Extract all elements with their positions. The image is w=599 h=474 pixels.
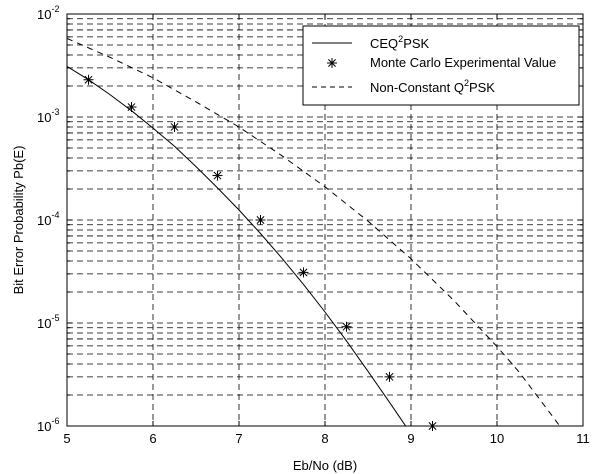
y-tick-label: 10-3 [37, 107, 59, 125]
series-line-ceq2psk [67, 65, 407, 426]
x-tick-label: 10 [490, 431, 504, 446]
grid [67, 14, 583, 426]
x-tick-label: 7 [235, 431, 242, 446]
x-tick-label: 11 [576, 431, 590, 446]
y-tick-label: 10-4 [37, 210, 59, 228]
y-tick-labels: 10-6 10-5 10-4 10-3 10-2 [37, 4, 59, 434]
legend-label-nonconstant-q2psk: Non-Constant Q2PSK [370, 78, 495, 95]
x-tick-label: 9 [407, 431, 414, 446]
x-tick-labels: 5 6 7 8 9 10 11 [63, 431, 589, 446]
y-tick-label: 10-2 [37, 4, 59, 22]
monte-carlo-point [298, 267, 309, 278]
x-tick-label: 8 [321, 431, 328, 446]
y-axis-label: Bit Error Probability Pb(E) [11, 146, 26, 295]
monte-carlo-point [126, 102, 137, 113]
legend-label-ceq2psk: CEQ2PSK [370, 34, 430, 51]
series-line-nonconstant-q2psk [67, 37, 561, 426]
legend-marker-star [327, 58, 337, 68]
monte-carlo-point [255, 215, 266, 225]
monte-carlo-point [341, 321, 352, 332]
axis-ticks [66, 13, 584, 427]
series-layer [67, 37, 561, 426]
monte-carlo-point [83, 74, 94, 85]
x-tick-label: 5 [63, 431, 70, 446]
x-axis-label: Eb/No (dB) [293, 458, 357, 473]
legend: CEQ2PSK Monte Carlo Experimental Value N… [302, 25, 580, 106]
markers-layer [83, 74, 438, 431]
monte-carlo-point [212, 170, 223, 181]
y-tick-label: 10-6 [37, 416, 59, 434]
monte-carlo-point [384, 371, 395, 382]
monte-carlo-point [169, 121, 180, 132]
legend-box [302, 25, 580, 106]
legend-label-monte-carlo: Monte Carlo Experimental Value [370, 55, 556, 70]
y-tick-label: 10-5 [37, 313, 59, 331]
x-tick-label: 6 [149, 431, 156, 446]
